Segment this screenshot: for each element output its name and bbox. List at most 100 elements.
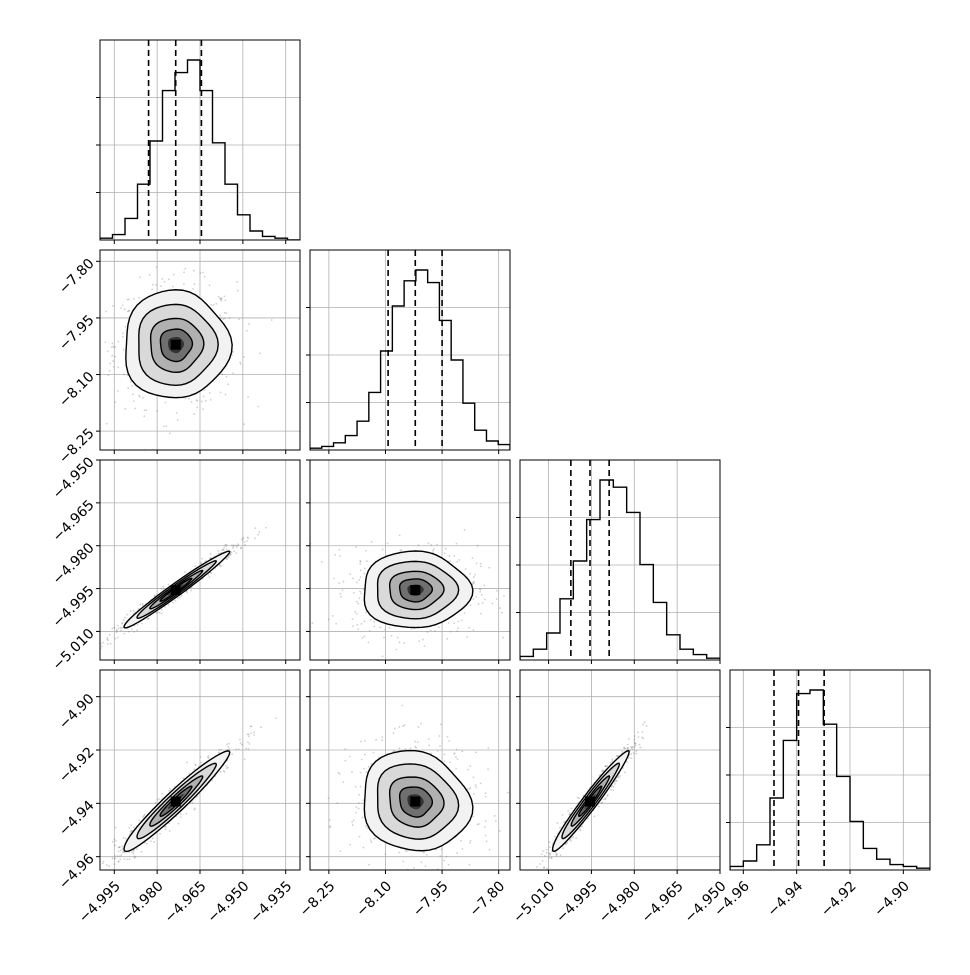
sample-point xyxy=(133,297,135,300)
sample-point xyxy=(240,547,242,550)
sample-point xyxy=(194,764,197,766)
sample-point xyxy=(469,765,472,768)
panel-1-0: −8.25−8.10−7.95−7.80 xyxy=(56,249,301,467)
sample-point xyxy=(456,630,459,633)
sample-point xyxy=(403,642,406,644)
sample-point xyxy=(123,858,126,861)
sample-point xyxy=(204,399,207,402)
sample-point xyxy=(212,303,215,306)
sample-point xyxy=(203,275,206,278)
sample-point xyxy=(488,848,491,851)
sample-point xyxy=(257,533,260,536)
sample-point xyxy=(211,779,213,782)
sample-point xyxy=(235,748,237,751)
sample-point xyxy=(155,612,158,614)
sample-point xyxy=(439,855,442,858)
sample-point xyxy=(230,551,233,554)
sample-point xyxy=(241,537,244,540)
sample-point xyxy=(568,812,571,814)
sample-point xyxy=(147,617,150,620)
sample-point xyxy=(179,816,182,819)
sample-point xyxy=(158,611,161,614)
x-tick-label: −4.980 xyxy=(596,878,644,926)
sample-point xyxy=(225,375,228,378)
sample-point xyxy=(463,612,466,614)
sample-point xyxy=(147,617,150,620)
sample-point xyxy=(224,543,227,546)
x-tick-label: −8.25 xyxy=(297,878,339,920)
sample-point xyxy=(121,304,124,307)
sample-point xyxy=(115,629,118,631)
sample-point xyxy=(613,782,616,785)
sample-point xyxy=(477,603,480,606)
sample-point xyxy=(615,755,618,757)
sample-point xyxy=(227,746,230,748)
sample-point xyxy=(443,859,446,862)
sample-point xyxy=(182,283,185,285)
sample-point xyxy=(626,747,629,750)
sample-point xyxy=(200,761,203,764)
sample-point xyxy=(185,761,188,764)
sample-point xyxy=(469,572,472,575)
sample-point xyxy=(259,352,261,355)
sample-point xyxy=(161,792,164,795)
sample-point xyxy=(270,319,273,321)
sample-point xyxy=(151,837,154,840)
histogram-p1 xyxy=(310,269,510,450)
sample-point xyxy=(219,564,222,567)
sample-point xyxy=(253,734,255,736)
sample-point xyxy=(199,272,202,274)
sample-point xyxy=(487,747,490,749)
sample-point xyxy=(222,549,225,552)
sample-point xyxy=(225,548,228,551)
sample-point xyxy=(600,802,603,804)
sample-point xyxy=(128,858,131,861)
sample-point xyxy=(617,776,619,779)
sample-point xyxy=(121,627,123,629)
x-tick-label: −4.950 xyxy=(205,878,253,926)
sample-point xyxy=(113,858,116,860)
sample-point xyxy=(418,640,421,643)
panel-3-0: −4.995−4.980−4.965−4.950−4.935 −4.96 −4.94… xyxy=(56,669,301,926)
sample-point xyxy=(398,534,401,537)
sample-point xyxy=(436,543,438,546)
sample-point xyxy=(196,795,198,798)
sample-point xyxy=(533,877,535,879)
sample-point xyxy=(167,583,170,586)
sample-point xyxy=(265,526,267,529)
sample-point xyxy=(236,280,239,283)
sample-point xyxy=(637,731,639,734)
density-peak xyxy=(410,585,421,595)
sample-point xyxy=(203,389,206,392)
sample-point xyxy=(194,763,197,766)
panel-content xyxy=(100,40,300,240)
sample-point xyxy=(162,588,165,590)
sample-point xyxy=(121,847,124,850)
sample-point xyxy=(469,604,472,607)
sample-point xyxy=(94,372,96,374)
sample-point xyxy=(137,607,140,610)
sample-point xyxy=(163,280,166,283)
sample-point xyxy=(554,835,556,838)
sample-point xyxy=(571,836,573,839)
sample-point xyxy=(461,619,463,622)
sample-point xyxy=(360,623,363,625)
sample-point xyxy=(193,283,196,286)
panel-frame xyxy=(309,669,511,871)
y-tick-label: −4.92 xyxy=(56,744,98,786)
sample-point xyxy=(358,579,361,581)
sample-point xyxy=(202,408,205,410)
sample-point xyxy=(132,609,135,612)
sample-point xyxy=(399,549,402,552)
sample-point xyxy=(185,812,188,815)
sample-point xyxy=(381,548,384,551)
sample-point xyxy=(124,837,127,840)
sample-point xyxy=(220,299,223,302)
sample-point xyxy=(241,743,244,746)
sample-point xyxy=(190,589,192,592)
sample-point xyxy=(222,318,225,321)
sample-point xyxy=(365,611,367,614)
sample-point xyxy=(232,544,235,547)
sample-point xyxy=(121,851,124,854)
